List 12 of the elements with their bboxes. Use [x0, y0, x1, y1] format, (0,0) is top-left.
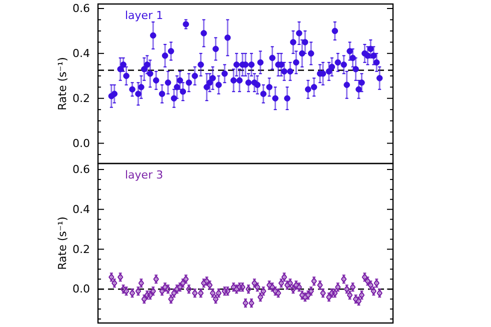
y-tick-label: 0.0	[72, 136, 90, 150]
y-axis-title: Rate (s⁻¹)	[56, 216, 69, 270]
y-tick-label: 0.2	[72, 92, 90, 105]
y-tick-label: 0.0	[72, 282, 90, 296]
y-tick-label: 0.6	[72, 2, 90, 16]
series-label: layer 1	[125, 9, 164, 22]
y-tick-label: 0.4	[72, 202, 90, 216]
y-tick-label: 0.6	[72, 163, 90, 176]
text: layer 3	[125, 168, 164, 182]
y-axis-title: Rate (s⁻¹)	[56, 57, 69, 110]
y-tick-label: 0.2	[72, 242, 90, 256]
y-tick-label: 0.4	[72, 46, 90, 60]
